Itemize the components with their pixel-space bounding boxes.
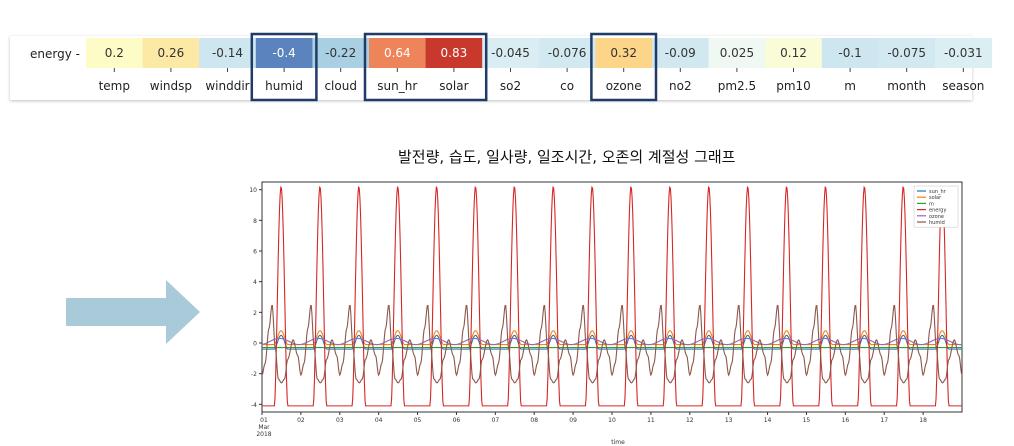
x-tick-label: 03 — [336, 417, 344, 424]
heatmap-cell-so2 — [482, 38, 540, 68]
heatmap-label-co: co — [560, 79, 574, 93]
heatmap-cell-season — [935, 38, 993, 68]
x-tick-label: 10 — [608, 417, 616, 424]
heatmap-value-pm10: 0.12 — [780, 46, 807, 60]
heatmap-value-so2: -0.045 — [491, 46, 530, 60]
heatmap-label-windsp: windsp — [150, 79, 192, 93]
heatmap-label-cloud: cloud — [324, 79, 357, 93]
heatmap-value-m: -0.1 — [838, 46, 861, 60]
legend-label-solar: solar — [929, 195, 942, 201]
heatmap-value-pm2.5: 0.025 — [720, 46, 754, 60]
heatmap-cell-solar — [425, 38, 483, 68]
y-tick-label: -2 — [251, 371, 257, 378]
series-line-sun_hr — [262, 334, 962, 350]
arrow-shape — [66, 280, 200, 344]
x-tick-label: 07 — [492, 417, 500, 424]
x-tick-label: 09 — [569, 417, 577, 424]
x-tick-label: 02 — [297, 417, 305, 424]
x-tick-label: 18 — [919, 417, 927, 424]
heatmap-cell-m — [821, 38, 879, 68]
x-tick-label: 13 — [725, 417, 733, 424]
heatmap-label-pm2.5: pm2.5 — [718, 79, 756, 93]
x-tick-label: 12 — [686, 417, 694, 424]
heatmap-value-co: -0.076 — [548, 46, 587, 60]
heatmap-cell-winddir — [199, 38, 257, 68]
heatmap-label-ozone: ozone — [606, 79, 642, 93]
heatmap-value-month: -0.075 — [887, 46, 926, 60]
heatmap-cell-month — [878, 38, 936, 68]
heatmap-label-sun_hr: sun_hr — [377, 79, 417, 93]
legend-label-energy: energy — [929, 208, 946, 214]
section-title: 발전량, 습도, 일사량, 일조시간, 오존의 계절성 그래프 — [398, 148, 736, 166]
legend-box — [913, 185, 959, 228]
legend-label-sun_hr: sun_hr — [929, 189, 947, 195]
heatmap-value-solar: 0.83 — [441, 46, 468, 60]
heatmap-value-windsp: 0.26 — [158, 46, 185, 60]
x-tick-label: 14 — [764, 417, 772, 424]
highlight-box-2 — [363, 32, 488, 102]
heatmap-label-season: season — [942, 79, 984, 93]
heatmap-cell-humid — [255, 38, 313, 68]
heatmap-value-cloud: -0.22 — [325, 46, 356, 60]
heatmap-label-month: month — [887, 79, 926, 93]
x-tick-label: 17 — [880, 417, 888, 424]
heatmap-cell-no2 — [652, 38, 710, 68]
series-line-ozone — [261, 337, 963, 346]
series-line-energy — [262, 185, 962, 407]
y-tick-label: 2 — [253, 310, 257, 317]
heatmap-value-temp: 0.2 — [105, 46, 124, 60]
heatmap-label-so2: so2 — [500, 79, 521, 93]
heatmap-label-pm10: pm10 — [776, 79, 811, 93]
highlight-box-1 — [250, 32, 318, 102]
heatmap-cell-co — [538, 38, 596, 68]
heatmap-value-humid: -0.4 — [272, 46, 295, 60]
heatmap-label-solar: solar — [439, 79, 468, 93]
heatmap-value-winddir: -0.14 — [212, 46, 243, 60]
heatmap-cell-ozone — [595, 38, 653, 68]
heatmap-label-m: m — [844, 79, 856, 93]
y-tick-label: 6 — [253, 249, 257, 256]
heatmap-value-sun_hr: 0.64 — [384, 46, 411, 60]
heatmap-label-temp: temp — [99, 79, 130, 93]
x-tick-label: 06 — [453, 417, 461, 424]
legend-label-humid: humid — [929, 220, 945, 226]
x-tick-label: 11 — [647, 417, 655, 424]
x-tick-label: Mar — [258, 424, 270, 431]
legend-label-m: m — [929, 201, 934, 207]
heatmap-cell-windsp — [142, 38, 200, 68]
heatmap-value-ozone: 0.32 — [610, 46, 637, 60]
heatmap-cell-temp — [86, 38, 144, 68]
heatmap-label-humid: humid — [265, 79, 303, 93]
heatmap-cell-pm2.5 — [708, 38, 766, 68]
highlight-box-3 — [590, 32, 658, 102]
heatmap-cell-sun_hr — [369, 38, 427, 68]
x-tick-label: 01 — [260, 417, 268, 424]
correlation-heatmap: energy - 0.2 temp 0.26 windsp -0.14 winddir -0.… — [10, 32, 993, 102]
y-tick-label: 8 — [253, 218, 257, 225]
y-tick-label: 10 — [249, 187, 257, 194]
heatmap-cell-pm10 — [765, 38, 823, 68]
heatmap-value-season: -0.031 — [944, 46, 983, 60]
heatmap-value-no2: -0.09 — [665, 46, 696, 60]
heatmap-canvas: energy - 0.2 temp 0.26 windsp -0.14 winddir -0.… — [30, 32, 993, 102]
x-axis-label: time — [611, 439, 625, 446]
y-tick-label: 4 — [253, 279, 257, 286]
heatmap-cell-cloud — [312, 38, 370, 68]
heatmap-label-winddir: winddir — [205, 79, 249, 93]
series-line-humid — [261, 304, 963, 384]
heatmap-label-no2: no2 — [669, 79, 692, 93]
x-tick-label: 16 — [842, 417, 850, 424]
y-tick-label: 0 — [253, 341, 257, 348]
x-tick-label: 15 — [803, 417, 811, 424]
chart-frame — [261, 181, 963, 413]
legend-label-ozone: ozone — [929, 214, 944, 220]
x-tick-label: 04 — [375, 417, 383, 424]
y-tick-label: -4 — [251, 402, 257, 409]
x-tick-label: 2018 — [256, 431, 271, 438]
right-arrow-icon — [66, 280, 200, 344]
x-tick-label: 08 — [530, 417, 538, 424]
x-tick-label: 05 — [414, 417, 422, 424]
heatmap-row-label: energy - — [30, 47, 80, 61]
